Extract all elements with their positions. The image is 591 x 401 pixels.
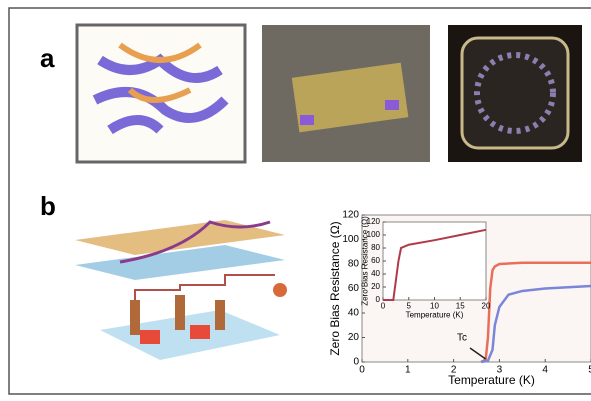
circuit-diagram — [100, 274, 287, 360]
x-axis-label: Temperature (K) — [448, 373, 535, 387]
panel-label: a — [40, 43, 55, 73]
micrograph — [448, 25, 582, 162]
annotation: Tc — [457, 333, 467, 344]
x-tick-label: 5 — [588, 365, 591, 376]
y-tick-label: 40 — [348, 308, 360, 319]
y-tick-label: 60 — [371, 256, 380, 265]
series-line — [480, 261, 591, 364]
series-line — [480, 284, 591, 364]
lattice-diagram — [75, 220, 285, 280]
x-axis-label: Temperature (K) — [406, 310, 464, 319]
y-tick-label: 120 — [367, 217, 381, 226]
x-tick-label: 0 — [381, 302, 386, 311]
x-tick-label: 0 — [359, 365, 365, 376]
x-tick-label: 1 — [405, 365, 411, 376]
y-tick-label: 0 — [353, 357, 359, 368]
y-tick-label: 0 — [376, 295, 381, 304]
x-tick-label: 4 — [542, 365, 548, 376]
x-tick-label: 20 — [482, 302, 491, 311]
y-tick-label: 20 — [371, 282, 380, 291]
y-tick-label: 80 — [371, 243, 380, 252]
chart: 020406080100120012345Temperature (K)Zero… — [328, 210, 591, 387]
y-tick-label: 100 — [342, 234, 359, 245]
y-tick-label: 60 — [348, 283, 360, 294]
y-tick-label: 100 — [367, 230, 381, 239]
x-tick-label: 10 — [430, 302, 439, 311]
x-tick-label: 2 — [451, 365, 457, 376]
device-schematic — [75, 23, 247, 164]
plot-area — [382, 221, 487, 301]
tc-arrow — [469, 347, 487, 360]
y-tick-label: 80 — [348, 259, 360, 270]
x-tick-label: 15 — [456, 302, 465, 311]
y-axis-label: Zero Bias Resistance (Ω) — [361, 216, 370, 306]
panel-label: b — [40, 191, 56, 221]
y-tick-label: 20 — [348, 332, 360, 343]
x-tick-label: 5 — [407, 302, 412, 311]
series-line — [383, 228, 487, 301]
y-tick-label: 40 — [371, 269, 380, 278]
y-axis-label: Zero Bias Resistance (Ω) — [328, 221, 342, 355]
device-photo — [262, 25, 430, 162]
x-tick-label: 3 — [497, 365, 503, 376]
y-tick-label: 120 — [342, 210, 359, 221]
